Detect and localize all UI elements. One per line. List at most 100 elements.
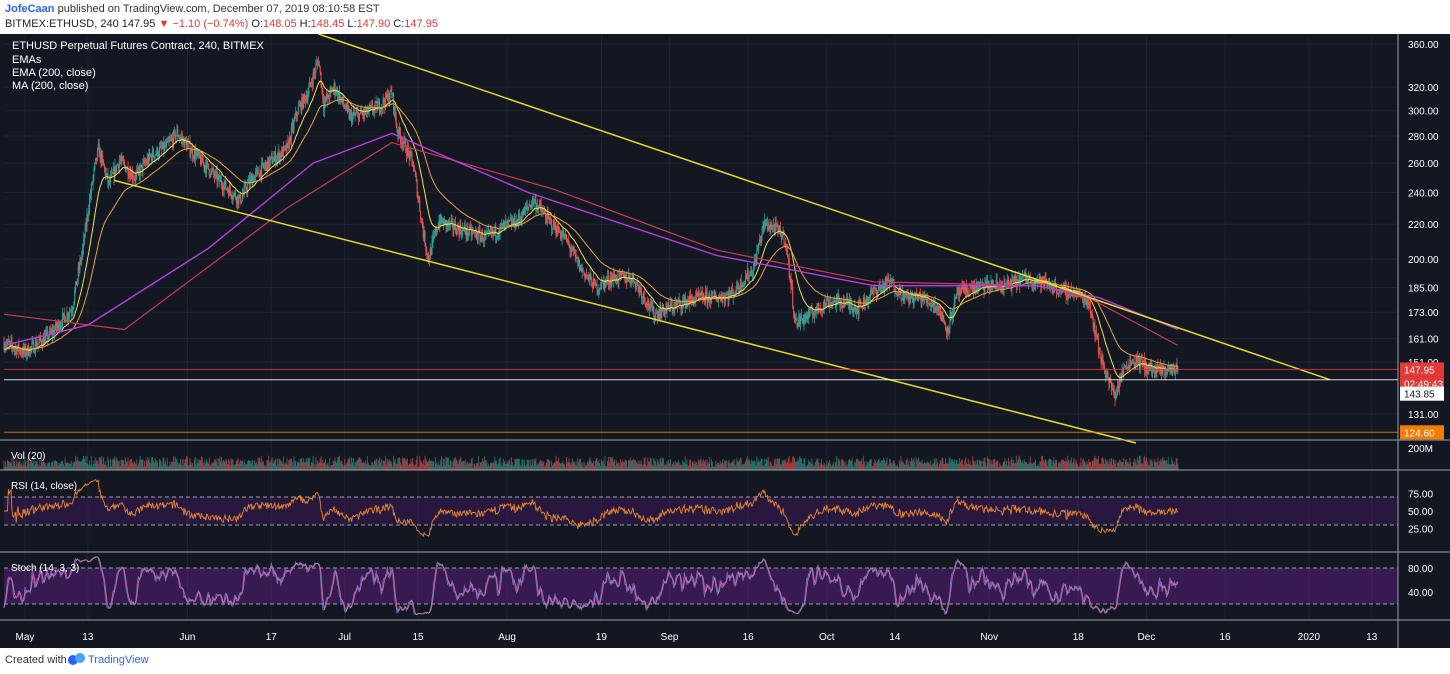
volume-bar [192,462,194,470]
candle-body [1116,393,1118,395]
candle-body [469,226,471,228]
volume-bar [310,465,312,470]
candle-body [941,314,943,322]
candle-body [1090,308,1092,314]
candle-body [1142,365,1144,367]
candle-body [128,176,130,177]
volume-bar [478,466,480,470]
candle-body [269,159,271,167]
chart-canvas[interactable]: May 13 Jun 17 Jul 15 Aug 19 Sep 16 Oct 14 Nov 18 Dec 16… [0,34,1450,648]
candle-body [938,308,940,311]
volume-bar [622,461,624,470]
candle-body [320,71,322,87]
volume-bar [677,460,679,470]
volume-bar [1097,455,1099,470]
volume-bar [745,461,747,470]
volume-bar [645,464,647,470]
candle-body [879,285,881,288]
volume-bar [527,460,529,470]
candle-body [391,91,393,95]
volume-bar [911,460,913,470]
volume-bar [1012,463,1014,470]
volume-bar [552,465,554,470]
volume-pane[interactable] [3,455,1179,470]
candle-body [1143,359,1145,367]
volume-bar [504,463,506,470]
volume-bar [1150,461,1152,470]
volume-bar [290,458,292,470]
volume-bar [719,460,721,470]
candle-body [931,303,933,307]
candle-body [613,273,615,281]
candle-body [700,292,702,296]
volume-bar [495,460,497,470]
candle-body [171,138,173,140]
candle-body [48,330,50,338]
volume-bar [163,457,165,470]
volume-bar [1103,459,1105,470]
candle-body [195,154,197,160]
candle-body [938,306,940,311]
volume-bar [1173,462,1175,470]
candle-body [866,296,868,301]
volume-bar [200,460,202,470]
volume-bar [1047,465,1049,470]
volume-bar [624,459,626,470]
volume-bar [1161,458,1163,470]
volume-bar [107,456,109,470]
candle-body [910,292,912,300]
candle-body [642,292,644,298]
lower-trendline[interactable] [113,179,1137,444]
volume-bar [1172,461,1174,470]
upper-trendline[interactable] [318,34,1331,381]
candle-body [697,292,699,297]
candle-body [710,302,712,303]
candle-body [529,205,531,207]
candle-body [168,140,170,142]
volume-bar [239,461,241,470]
legend-ma200: MA (200, close) [12,80,88,92]
candle-body [549,218,551,220]
candle-body [542,211,544,213]
candle-body [1000,286,1002,288]
volume-bar [189,457,191,470]
tradingview-brand-link[interactable]: TradingView [88,654,149,666]
candle-body [329,89,331,100]
price-pane[interactable] [3,34,1399,444]
candle-body [97,143,99,149]
volume-bar [635,461,637,470]
candle-body [150,155,152,157]
volume-bar [94,463,96,470]
volume-bar [814,465,816,470]
volume-bar [973,462,975,470]
volume-bar [707,462,709,470]
volume-bar [441,465,443,470]
volume-bar [1170,464,1172,470]
candle-body [1085,300,1087,305]
candle-body [237,195,239,204]
candle-body [526,205,528,208]
volume-bar [559,462,561,470]
volume-bar [745,458,747,470]
volume-bar [1130,462,1132,470]
volume-bar [1111,464,1113,470]
time-tick-label: Sep [661,632,679,643]
author-link[interactable]: JofeCaan [5,3,55,15]
volume-bar [791,462,793,470]
candle-body [414,169,416,172]
volume-bar [983,457,985,470]
volume-bar [531,459,533,470]
volume-bar [947,463,949,470]
stoch-pane[interactable] [3,556,1398,616]
candle-body [683,296,685,301]
volume-bar [306,461,308,470]
volume-bar [241,461,243,470]
candle-body [491,229,493,234]
candle-body [594,280,596,286]
volume-bar [1144,455,1146,470]
volume-bar [222,459,224,470]
volume-bar [1112,458,1114,470]
volume-bar [714,467,716,470]
rsi-pane[interactable] [4,479,1398,538]
candle-body [324,102,326,111]
